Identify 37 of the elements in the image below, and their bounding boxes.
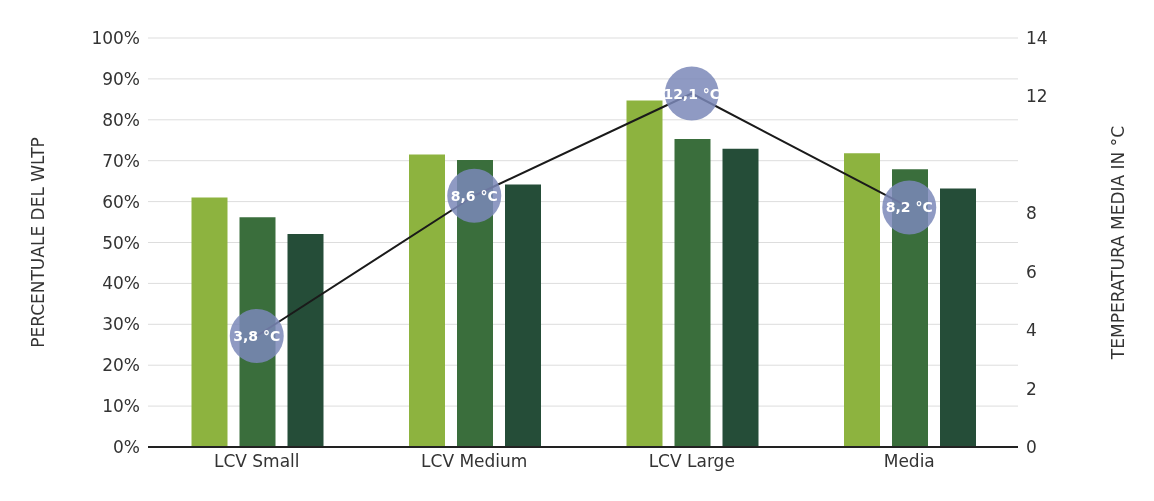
y-tick-label: 100% [91, 28, 140, 49]
data-label: 3,8 °C [233, 327, 281, 344]
y-tick-label: 90% [102, 68, 140, 89]
y-tick-label: 10% [102, 396, 140, 417]
y-tick-label: 20% [102, 355, 140, 376]
y-tick-label: 50% [102, 232, 140, 253]
x-tick-label: LCV Large [648, 451, 735, 472]
y2-tick-label: 12 [1026, 86, 1048, 107]
bar [844, 153, 880, 447]
y2-tick-label: 2 [1026, 378, 1037, 399]
x-tick-label: Media [883, 451, 935, 472]
y-tick-label: 70% [102, 150, 140, 171]
bar [940, 188, 976, 447]
bar [505, 184, 541, 447]
y2-tick-label: 4 [1026, 320, 1037, 341]
data-label: 8,6 °C [450, 187, 498, 204]
x-tick-label: LCV Medium [421, 451, 528, 472]
y2-tick-label: 6 [1026, 261, 1037, 282]
y-tick-label: 40% [102, 273, 140, 294]
bar [409, 154, 445, 447]
y-tick-label: 0% [113, 437, 140, 458]
data-label: 12,1 °C [663, 85, 721, 102]
y2-tick-label: 0 [1026, 437, 1037, 458]
bar [191, 197, 228, 447]
y-tick-label: 80% [102, 109, 140, 130]
bar [626, 100, 663, 447]
bar [674, 139, 711, 447]
y-axis-title: PERCENTUALE DEL WLTP [28, 137, 49, 348]
y2-tick-label: 8 [1026, 203, 1037, 224]
y-tick-label: 30% [102, 314, 140, 335]
x-tick-label: LCV Small [213, 451, 300, 472]
bar [722, 148, 759, 447]
y2-tick-label: 14 [1026, 28, 1048, 49]
bar [287, 233, 324, 447]
y-tick-label: 60% [102, 191, 140, 212]
data-label: 8,2 °C [885, 199, 933, 216]
y2-axis-title: TEMPERATURA MEDIA IN °C [1108, 125, 1129, 361]
